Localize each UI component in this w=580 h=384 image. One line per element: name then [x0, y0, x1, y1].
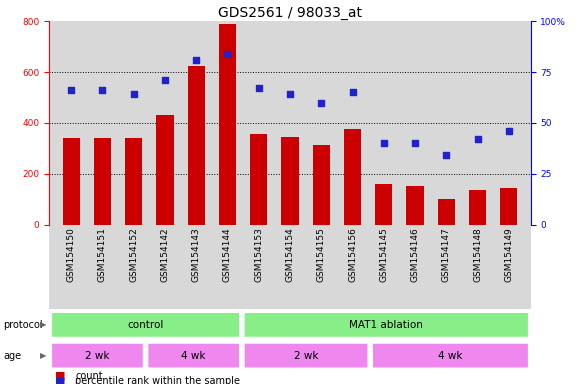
FancyBboxPatch shape — [148, 343, 240, 368]
Bar — [281, 137, 299, 225]
Text: ▶: ▶ — [40, 320, 46, 329]
FancyBboxPatch shape — [52, 313, 240, 337]
Point — [348, 89, 357, 96]
FancyBboxPatch shape — [244, 343, 368, 368]
Bar — [438, 199, 455, 225]
Text: MAT1 ablation: MAT1 ablation — [349, 320, 423, 330]
Point — [473, 136, 482, 142]
Text: ▶: ▶ — [40, 351, 46, 360]
Point — [98, 87, 107, 93]
Bar — [313, 144, 330, 225]
FancyBboxPatch shape — [52, 343, 143, 368]
Point — [254, 85, 263, 91]
Bar — [157, 115, 173, 225]
Bar — [500, 188, 517, 225]
Text: 2 wk: 2 wk — [294, 351, 318, 361]
Text: ■: ■ — [55, 376, 66, 384]
Bar — [187, 66, 205, 225]
Bar — [63, 138, 80, 225]
Point — [285, 91, 295, 98]
FancyBboxPatch shape — [244, 313, 528, 337]
Text: count: count — [75, 371, 103, 381]
Text: 2 wk: 2 wk — [85, 351, 110, 361]
Text: protocol: protocol — [3, 320, 42, 330]
Point — [317, 99, 326, 106]
Point — [223, 51, 232, 57]
Bar — [375, 184, 393, 225]
Bar — [250, 134, 267, 225]
Title: GDS2561 / 98033_at: GDS2561 / 98033_at — [218, 6, 362, 20]
Text: 4 wk: 4 wk — [438, 351, 463, 361]
Point — [67, 87, 76, 93]
Text: 4 wk: 4 wk — [182, 351, 206, 361]
Point — [441, 152, 451, 159]
Point — [129, 91, 139, 98]
Text: age: age — [3, 351, 21, 361]
Text: percentile rank within the sample: percentile rank within the sample — [75, 376, 240, 384]
Point — [411, 140, 420, 146]
Bar — [344, 129, 361, 225]
Bar — [125, 138, 142, 225]
Point — [191, 57, 201, 63]
Text: ■: ■ — [55, 371, 66, 381]
Bar — [94, 138, 111, 225]
Point — [504, 128, 513, 134]
Point — [379, 140, 389, 146]
Bar — [469, 190, 486, 225]
Text: control: control — [128, 320, 164, 330]
FancyBboxPatch shape — [372, 343, 528, 368]
Bar — [407, 187, 423, 225]
Bar — [219, 24, 236, 225]
Point — [160, 77, 169, 83]
